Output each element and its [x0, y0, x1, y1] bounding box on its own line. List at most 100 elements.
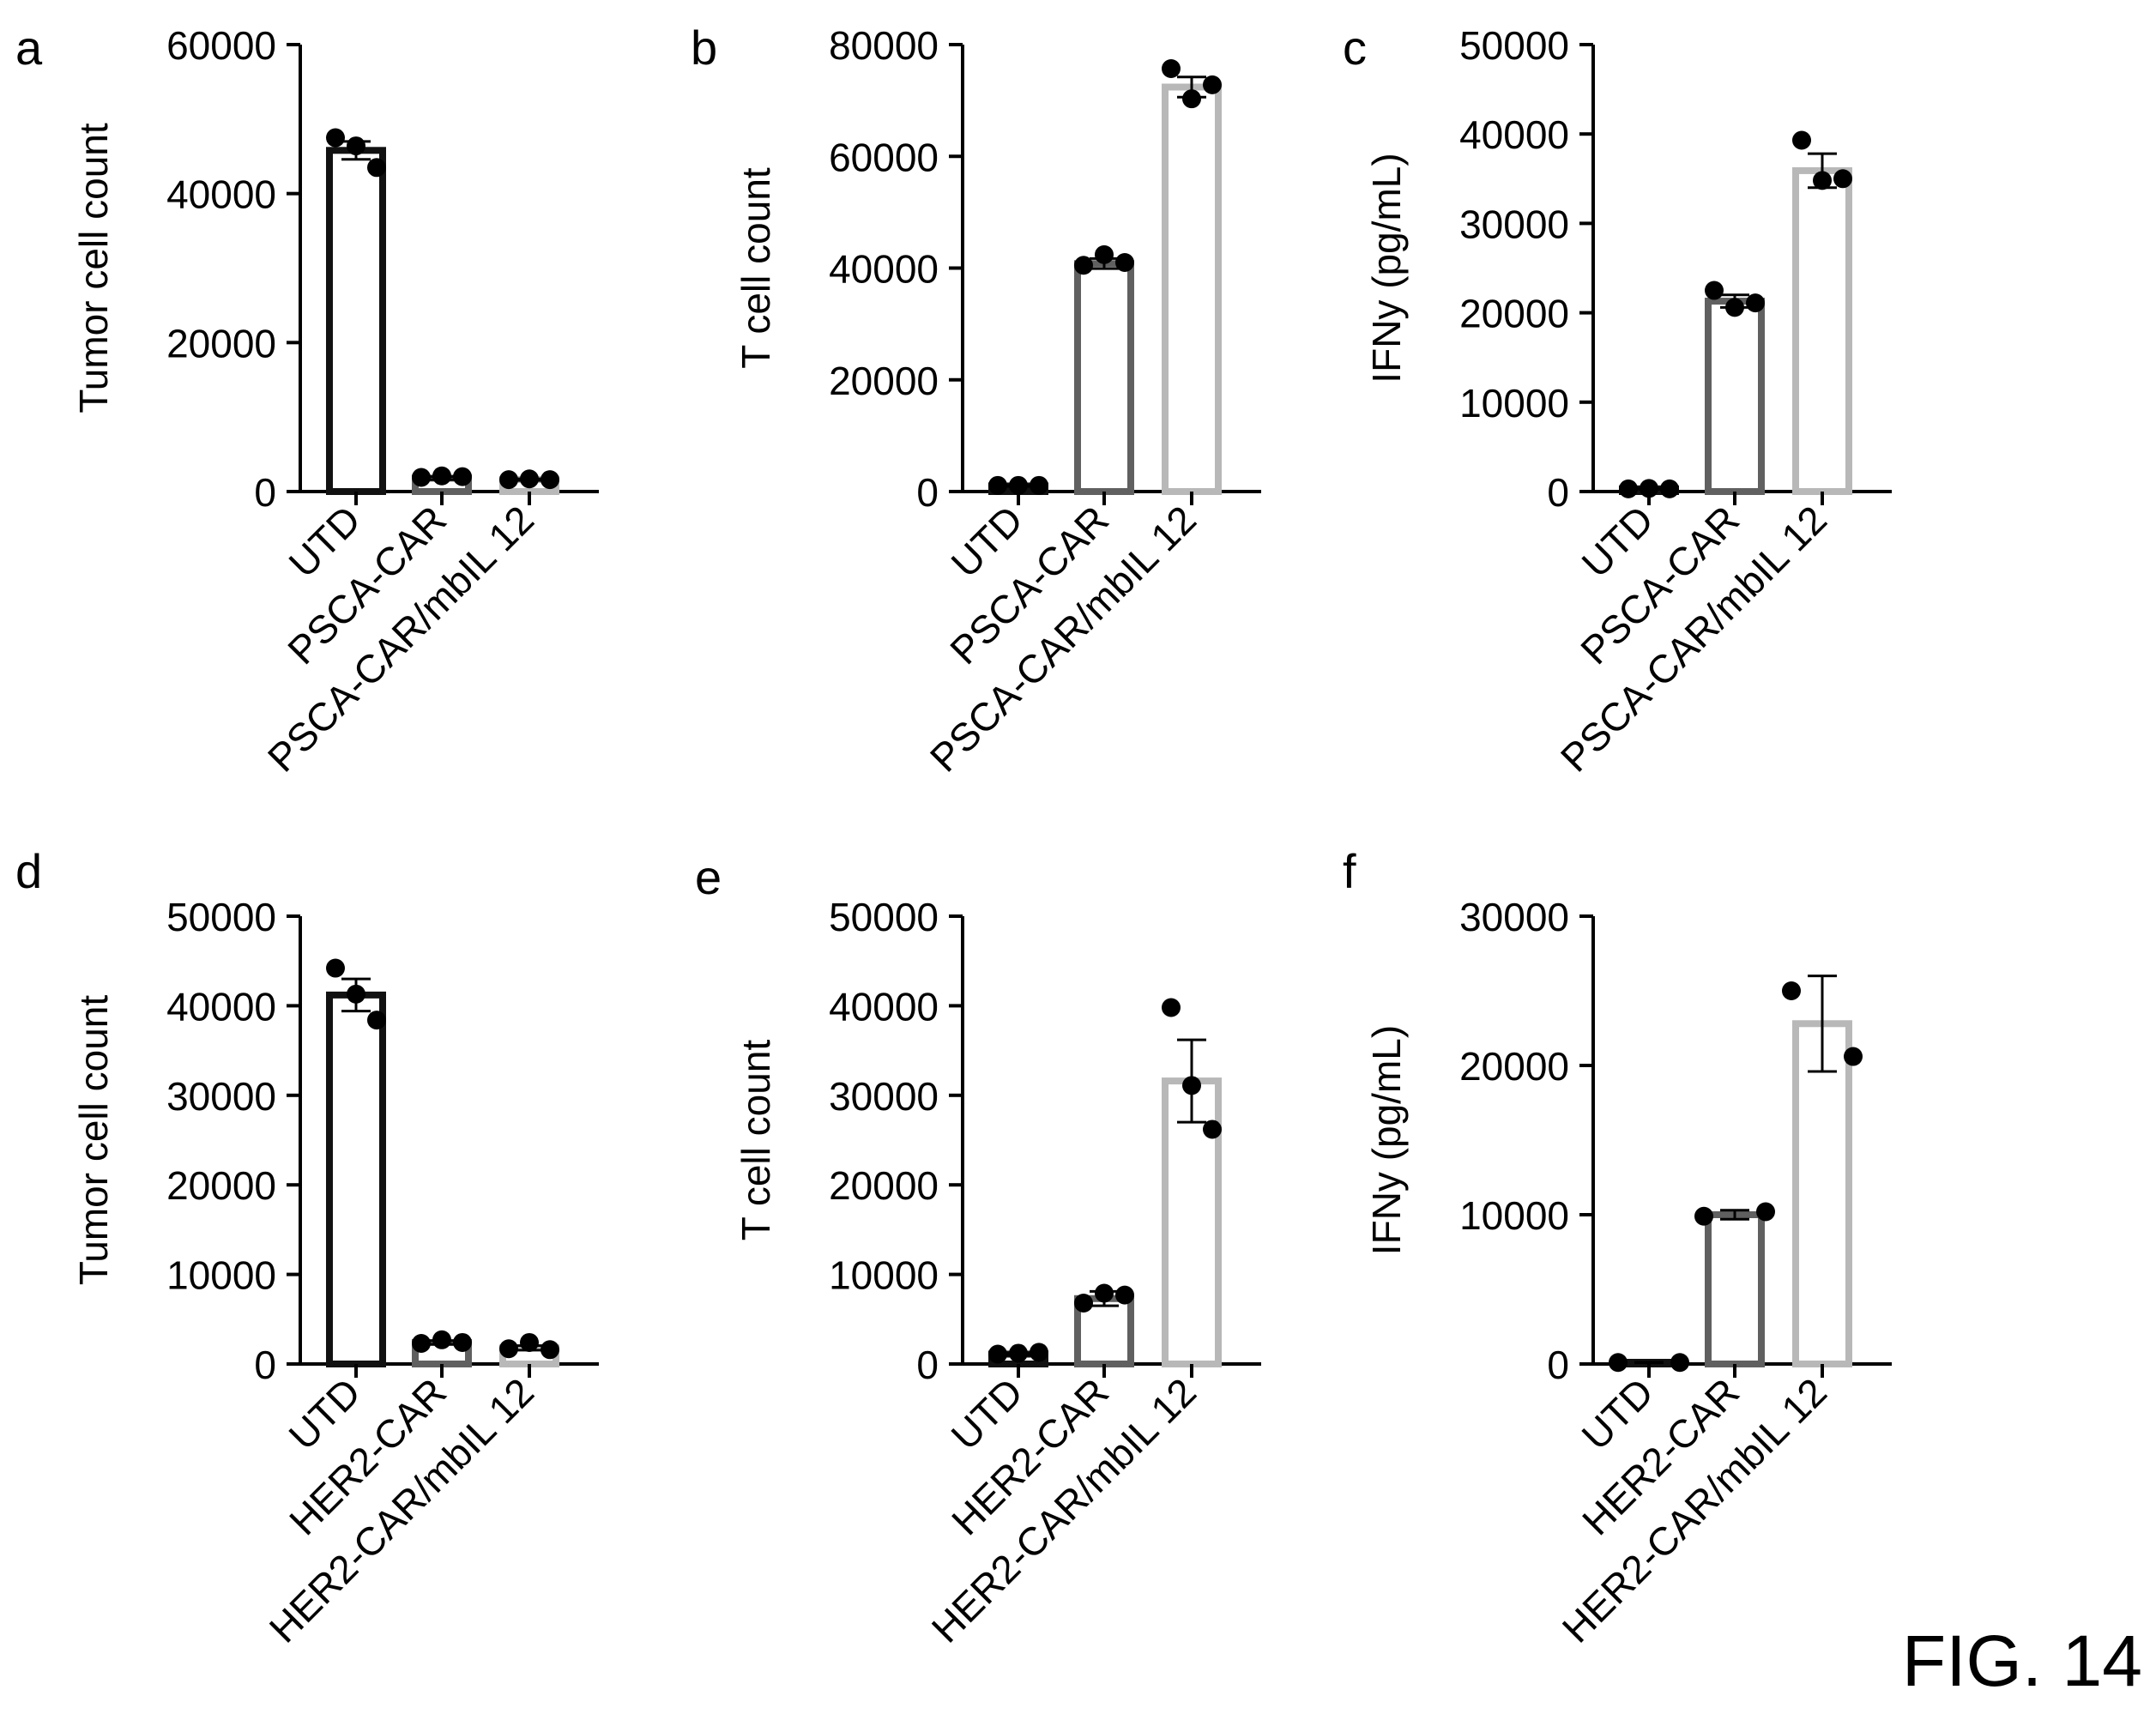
y-axis-title: T cell count: [734, 1040, 778, 1241]
data-point: [1694, 1206, 1713, 1226]
y-tick-label: 40000: [1459, 112, 1569, 157]
data-point: [1115, 1285, 1134, 1305]
y-tick-label: 20000: [829, 359, 939, 403]
y-tick-label: 50000: [166, 895, 276, 939]
data-point: [1746, 293, 1765, 313]
data-point: [1203, 75, 1222, 94]
data-point: [453, 467, 472, 486]
panel-letter-e: e: [695, 850, 722, 904]
data-point: [1782, 981, 1801, 1000]
data-point: [412, 1333, 431, 1353]
y-tick-label: 20000: [1459, 1044, 1569, 1089]
y-tick-label: 80000: [829, 23, 939, 68]
data-point: [520, 1332, 539, 1352]
data-point: [326, 958, 345, 978]
y-tick-label: 40000: [829, 247, 939, 292]
panel-letter-b: b: [691, 21, 718, 75]
data-point: [1009, 1343, 1028, 1363]
data-point: [1162, 59, 1181, 79]
data-point: [1705, 281, 1724, 300]
data-point: [1609, 1353, 1628, 1373]
data-point: [988, 475, 1007, 495]
y-axis-title: Tumor cell count: [71, 123, 116, 413]
y-tick-label: 50000: [829, 895, 939, 939]
data-point: [1182, 1076, 1201, 1095]
data-point: [1619, 479, 1638, 498]
data-point: [347, 984, 365, 1004]
data-point: [1115, 252, 1134, 272]
y-tick-label: 40000: [166, 984, 276, 1029]
data-point: [1182, 89, 1201, 109]
figure-label: FIG. 14: [1901, 1620, 2142, 1701]
bar: [1162, 83, 1222, 496]
data-point: [1074, 256, 1093, 275]
data-point: [432, 466, 451, 486]
panel-letter-a: a: [15, 21, 43, 75]
data-point: [1030, 1343, 1048, 1362]
y-tick-label: 20000: [1459, 292, 1569, 336]
bar: [326, 991, 386, 1367]
y-tick-label: 50000: [1459, 23, 1569, 68]
panel-letter-d: d: [15, 844, 43, 898]
y-tick-label: 10000: [1459, 381, 1569, 425]
y-tick-label: 30000: [1459, 895, 1569, 939]
y-tick-label: 10000: [166, 1253, 276, 1298]
data-point: [520, 469, 539, 489]
y-tick-label: 30000: [166, 1074, 276, 1119]
data-point: [1725, 298, 1744, 317]
y-tick-label: 0: [1547, 470, 1569, 515]
y-tick-label: 30000: [829, 1074, 939, 1119]
data-point: [412, 468, 431, 487]
y-tick-label: 0: [916, 470, 939, 515]
data-point: [1095, 244, 1114, 264]
y-tick-label: 0: [254, 470, 276, 515]
bar: [1705, 1211, 1765, 1367]
y-tick-label: 20000: [166, 1163, 276, 1208]
data-point: [1074, 1294, 1093, 1313]
bar: [1705, 298, 1765, 495]
y-tick-label: 0: [916, 1343, 939, 1387]
y-tick-label: 20000: [166, 321, 276, 365]
y-tick-label: 40000: [166, 172, 276, 217]
y-axis-title: IFNy (pg/mL): [1364, 153, 1409, 383]
data-point: [1844, 1047, 1863, 1066]
y-tick-label: 60000: [829, 135, 939, 179]
panel-letter-f: f: [1343, 844, 1356, 898]
panel-letter-c: c: [1343, 21, 1367, 75]
data-point: [988, 1344, 1007, 1364]
data-point: [1095, 1283, 1114, 1303]
data-point: [1162, 998, 1181, 1017]
data-point: [541, 470, 559, 490]
data-point: [367, 158, 386, 178]
data-point: [541, 1340, 559, 1360]
panel-d: 0 10000 20000 30000 40000 50000 Tumor cell cou…: [71, 895, 599, 1651]
data-point: [347, 136, 365, 156]
y-tick-label: 10000: [829, 1253, 939, 1298]
data-point: [1203, 1120, 1222, 1139]
y-axis-title: IFNy (pg/mL): [1364, 1025, 1409, 1255]
y-tick-label: 40000: [829, 984, 939, 1029]
y-axis-title: Tumor cell count: [71, 995, 116, 1286]
data-point: [1009, 475, 1028, 495]
y-tick-label: 30000: [1459, 202, 1569, 246]
data-point: [1756, 1202, 1775, 1222]
data-point: [1833, 169, 1852, 189]
data-point: [453, 1332, 472, 1352]
y-tick-label: 20000: [829, 1163, 939, 1208]
data-point: [1792, 130, 1811, 150]
y-tick-label: 60000: [166, 23, 276, 68]
data-point: [1030, 475, 1048, 495]
data-point: [1640, 479, 1658, 498]
data-point: [432, 1330, 451, 1349]
data-point: [499, 470, 518, 490]
y-axis-title: T cell count: [734, 167, 778, 369]
bar: [1074, 260, 1134, 495]
bar: [1792, 1020, 1852, 1368]
